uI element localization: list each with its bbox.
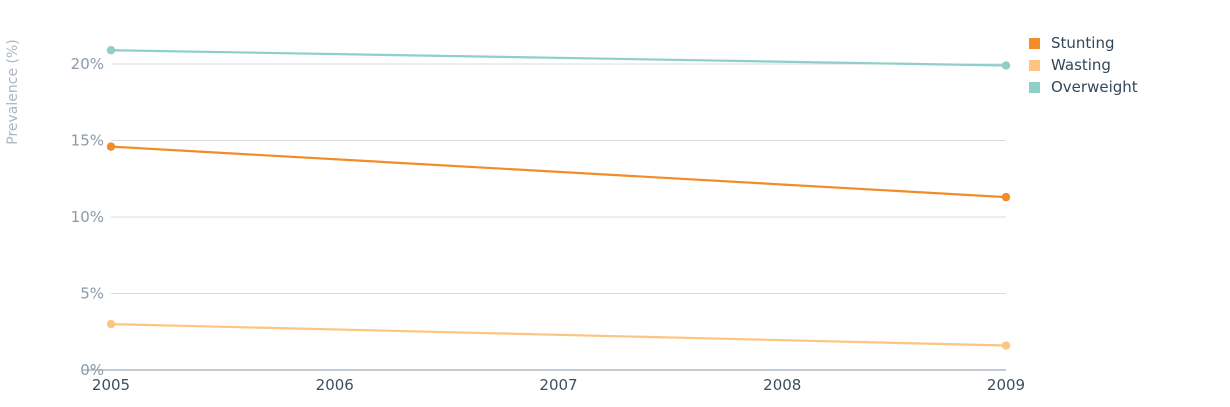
series-line-stunting xyxy=(109,145,1008,199)
series-lines xyxy=(109,49,1008,347)
x-tick-label: 2005 xyxy=(92,376,130,394)
legend-label-stunting: Stunting xyxy=(1051,34,1115,52)
legend-label-wasting: Wasting xyxy=(1051,56,1111,74)
y-tick-label: 5% xyxy=(80,285,104,303)
legend-swatch-wasting xyxy=(1029,60,1040,71)
legend-swatch-overweight xyxy=(1029,82,1040,93)
x-tick-label: 2006 xyxy=(316,376,354,394)
data-point-wasting xyxy=(1001,341,1011,350)
series-line-overweight xyxy=(109,49,1008,67)
x-tick-label: 2007 xyxy=(539,376,577,394)
data-point-wasting xyxy=(106,319,116,329)
data-points xyxy=(106,46,1011,350)
x-tick-label: 2008 xyxy=(763,376,801,394)
y-tick-label: 10% xyxy=(71,208,104,226)
data-point-stunting xyxy=(1001,192,1011,202)
legend-swatch-stunting xyxy=(1029,38,1040,49)
y-tick-label: 15% xyxy=(71,132,104,150)
gridlines xyxy=(111,63,1006,294)
series-line-wasting xyxy=(109,323,1008,347)
legend: Stunting Wasting Overweight xyxy=(1029,34,1138,96)
data-point-overweight xyxy=(1001,61,1011,70)
x-tick-label: 2009 xyxy=(987,376,1025,394)
data-point-overweight xyxy=(106,46,116,55)
y-tick-label: 20% xyxy=(71,55,104,73)
y-axis-title: Prevalence (%) xyxy=(5,39,21,145)
axes: 0%5%10%15%20%2005 2006 2007 2008 2009 xyxy=(71,55,1025,394)
data-point-stunting xyxy=(106,142,116,151)
legend-label-overweight: Overweight xyxy=(1051,78,1138,96)
